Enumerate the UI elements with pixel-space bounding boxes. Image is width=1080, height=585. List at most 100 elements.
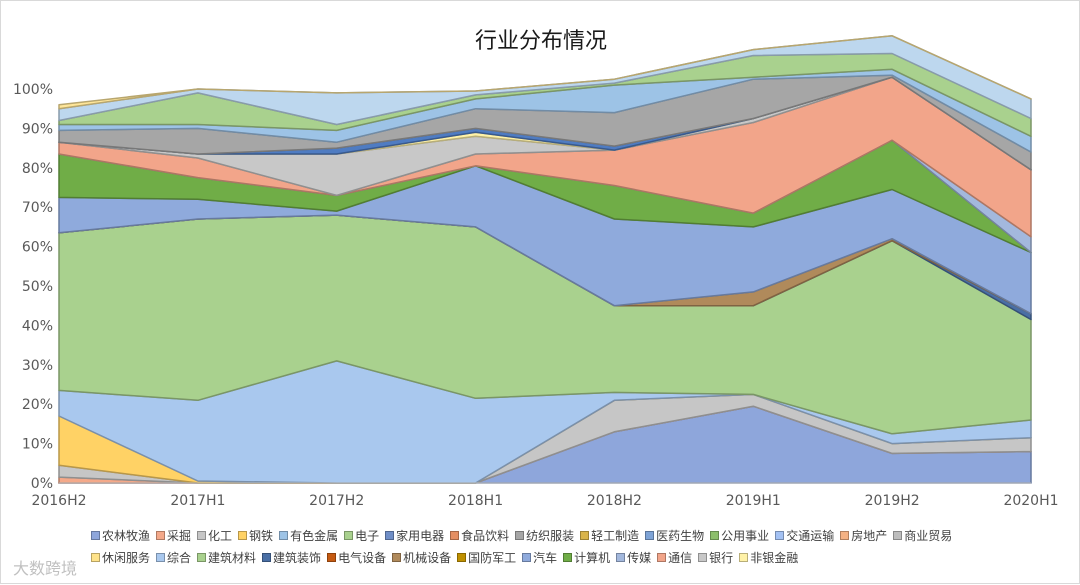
legend-item: 非银金融	[739, 547, 798, 569]
legend-swatch	[385, 531, 395, 540]
legend-label: 农林牧渔	[102, 529, 151, 543]
legend-item: 家用电器	[385, 525, 444, 547]
legend-swatch	[775, 531, 785, 540]
legend-item: 传媒	[616, 547, 651, 569]
legend-label: 钢铁	[249, 529, 274, 543]
x-tick-label: 2020H1	[1003, 493, 1058, 509]
legend-item: 采掘	[156, 525, 191, 547]
legend-swatch	[262, 553, 272, 562]
y-tick-label: 90%	[22, 121, 53, 137]
x-tick-label: 2017H1	[170, 493, 225, 509]
legend-label: 采掘	[167, 529, 192, 543]
legend-label: 电子	[355, 529, 380, 543]
legend-label: 化工	[208, 529, 233, 543]
watermark: 大数跨境	[13, 559, 78, 578]
x-tick-label: 2018H2	[587, 493, 642, 509]
legend-item: 机械设备	[392, 547, 451, 569]
legend-swatch	[197, 531, 207, 540]
y-tick-label: 10%	[22, 437, 53, 453]
legend-swatch	[327, 553, 337, 562]
legend-item: 电气设备	[327, 547, 386, 569]
legend-swatch	[710, 531, 720, 540]
legend-swatch	[344, 531, 354, 540]
legend-label: 纺织服装	[526, 529, 575, 543]
legend-item: 房地产	[840, 525, 887, 547]
legend-label: 交通运输	[786, 529, 835, 543]
y-tick-label: 20%	[22, 397, 53, 413]
legend-swatch	[698, 553, 708, 562]
legend-item: 食品饮料	[450, 525, 509, 547]
legend-swatch	[515, 531, 525, 540]
x-tick-label: 2019H1	[726, 493, 781, 509]
legend-item: 建筑装饰	[262, 547, 321, 569]
y-tick-label: 0%	[31, 476, 53, 492]
legend-item: 通信	[657, 547, 692, 569]
legend-item: 农林牧渔	[91, 525, 150, 547]
legend-item: 交通运输	[775, 525, 834, 547]
legend-swatch	[840, 531, 850, 540]
legend-swatch	[91, 553, 100, 562]
legend-label: 轻工制造	[591, 529, 640, 543]
legend-label: 综合	[167, 551, 192, 565]
legend-item: 轻工制造	[580, 525, 639, 547]
legend-item: 有色金属	[279, 525, 338, 547]
legend-item: 休闲服务	[91, 547, 150, 569]
legend-label: 非银金融	[750, 551, 799, 565]
legend-label: 通信	[668, 551, 693, 565]
legend-item: 钢铁	[238, 525, 273, 547]
legend-item: 建筑材料	[197, 547, 256, 569]
legend-item: 综合	[156, 547, 191, 569]
legend-label: 计算机	[574, 551, 611, 565]
legend-label: 医药生物	[656, 529, 705, 543]
legend-swatch	[522, 553, 532, 562]
legend-label: 房地产	[851, 529, 888, 543]
axis-layer: 0% 10% 20% 30% 40% 50% 60% 70% 80% 90% 100% 2016H2 2…	[13, 82, 1059, 509]
legend-label: 传媒	[627, 551, 652, 565]
legend-swatch	[450, 531, 460, 540]
legend-swatch	[580, 531, 590, 540]
legend-label: 商业贸易	[904, 529, 953, 543]
y-tick-label: 40%	[22, 318, 53, 334]
legend-label: 家用电器	[396, 529, 445, 543]
legend-item: 银行	[698, 547, 733, 569]
x-tick-label: 2019H2	[865, 493, 920, 509]
legend-swatch	[645, 531, 655, 540]
legend-swatch	[156, 531, 166, 540]
legend-swatch	[238, 531, 248, 540]
legend: 农林牧渔 采掘 化工 钢铁 有色金属 电子 家用电器 食品饮料 纺织服装 轻工制造 医药生物 公用事业…	[91, 525, 991, 569]
legend-label: 机械设备	[403, 551, 452, 565]
y-tick-label: 60%	[22, 240, 53, 256]
legend-label: 国防军工	[468, 551, 517, 565]
legend-item: 医药生物	[645, 525, 704, 547]
legend-label: 食品饮料	[461, 529, 510, 543]
legend-item: 化工	[197, 525, 232, 547]
legend-label: 电气设备	[338, 551, 387, 565]
legend-item: 商业贸易	[893, 525, 952, 547]
x-tick-label: 2016H2	[31, 493, 86, 509]
x-tick-label: 2018H1	[448, 493, 503, 509]
legend-swatch	[392, 553, 402, 562]
y-tick-label: 80%	[22, 161, 53, 177]
y-tick-label: 30%	[22, 358, 53, 374]
legend-swatch	[616, 553, 626, 562]
x-tick-label: 2017H2	[309, 493, 364, 509]
legend-label: 休闲服务	[102, 551, 151, 565]
legend-swatch	[893, 531, 903, 540]
legend-label: 公用事业	[721, 529, 770, 543]
legend-swatch	[197, 553, 207, 562]
area-series-33	[58, 35, 1032, 110]
legend-label: 汽车	[533, 551, 558, 565]
legend-label: 银行	[709, 551, 734, 565]
legend-item: 汽车	[522, 547, 557, 569]
y-tick-label: 70%	[22, 200, 53, 216]
legend-swatch	[279, 531, 289, 540]
legend-label: 建筑材料	[208, 551, 257, 565]
legend-label: 有色金属	[290, 529, 339, 543]
legend-swatch	[657, 553, 667, 562]
legend-item: 纺织服装	[515, 525, 574, 547]
legend-item: 电子	[344, 525, 379, 547]
legend-swatch	[563, 553, 573, 562]
legend-swatch	[91, 531, 100, 540]
